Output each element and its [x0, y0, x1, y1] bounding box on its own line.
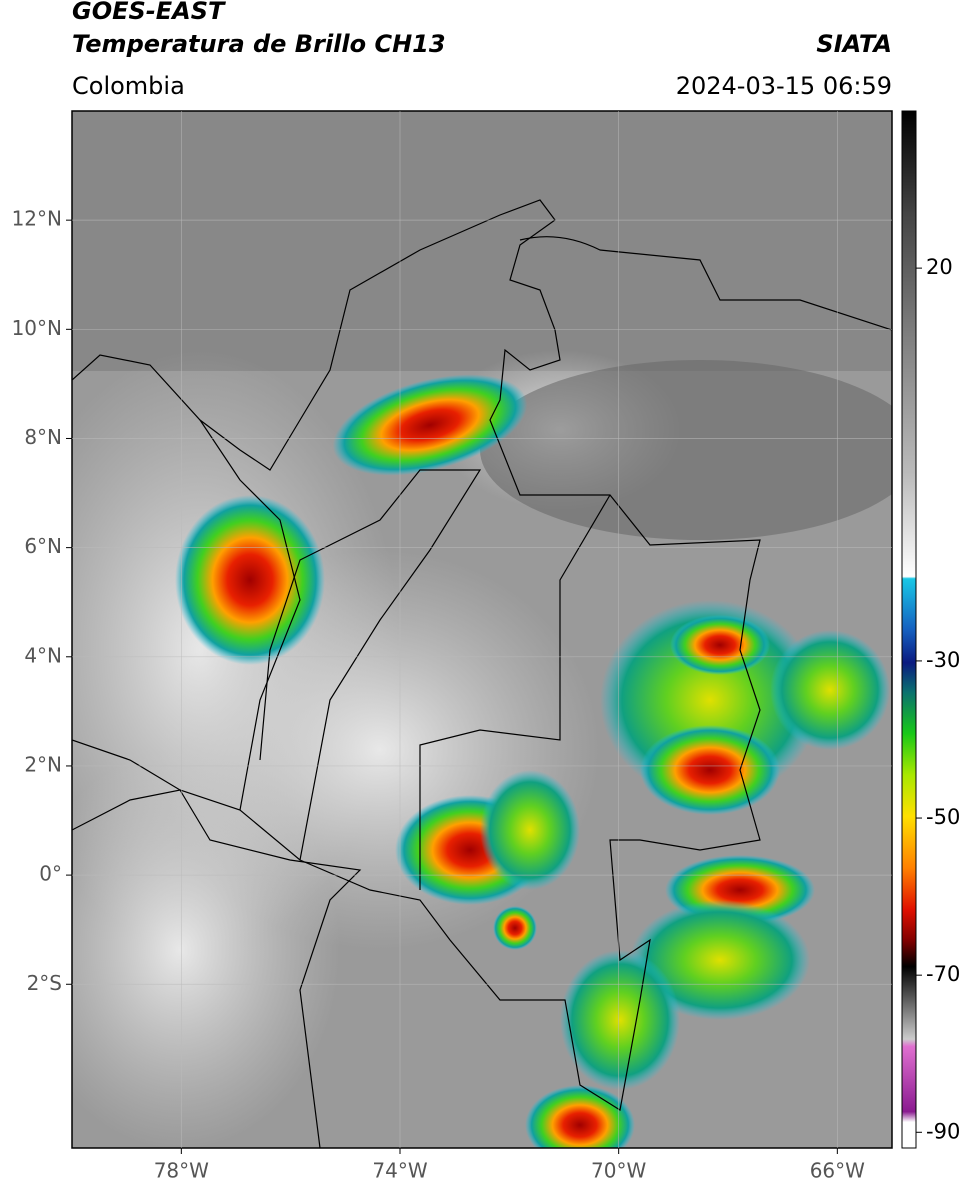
colorbar-tick-label: -70	[926, 962, 960, 986]
colorbar-tick-label: -50	[926, 805, 960, 829]
x-tick-label: 66°W	[810, 1159, 865, 1183]
y-tick-label: 6°N	[24, 534, 62, 558]
colorbar-tick-label: -30	[926, 648, 960, 672]
map-frame	[71, 110, 893, 1149]
subtitle: Temperatura de Brillo CH13	[72, 30, 446, 58]
x-tick-label: 78°W	[154, 1159, 209, 1183]
timestamp: 2024-03-15 06:59	[676, 72, 892, 100]
y-tick-label: 2°N	[24, 752, 62, 776]
y-tick-label: 8°N	[24, 425, 62, 449]
colorbar	[901, 110, 917, 1149]
title: GOES-EAST	[72, 0, 226, 25]
region: Colombia	[72, 72, 185, 100]
satellite-image	[72, 111, 892, 1148]
y-tick-label: 4°N	[24, 643, 62, 667]
colorbar-tick-label: -90	[926, 1119, 960, 1143]
y-tick-label: 12°N	[12, 207, 62, 231]
y-tick-label: 10°N	[12, 316, 62, 340]
y-tick-label: 0°	[39, 862, 62, 886]
x-tick-label: 74°W	[372, 1159, 427, 1183]
x-tick-label: 70°W	[591, 1159, 646, 1183]
y-tick-label: 2°S	[27, 971, 62, 995]
colorbar-tick-label: 20	[926, 255, 953, 279]
agency: SIATA	[816, 30, 892, 58]
